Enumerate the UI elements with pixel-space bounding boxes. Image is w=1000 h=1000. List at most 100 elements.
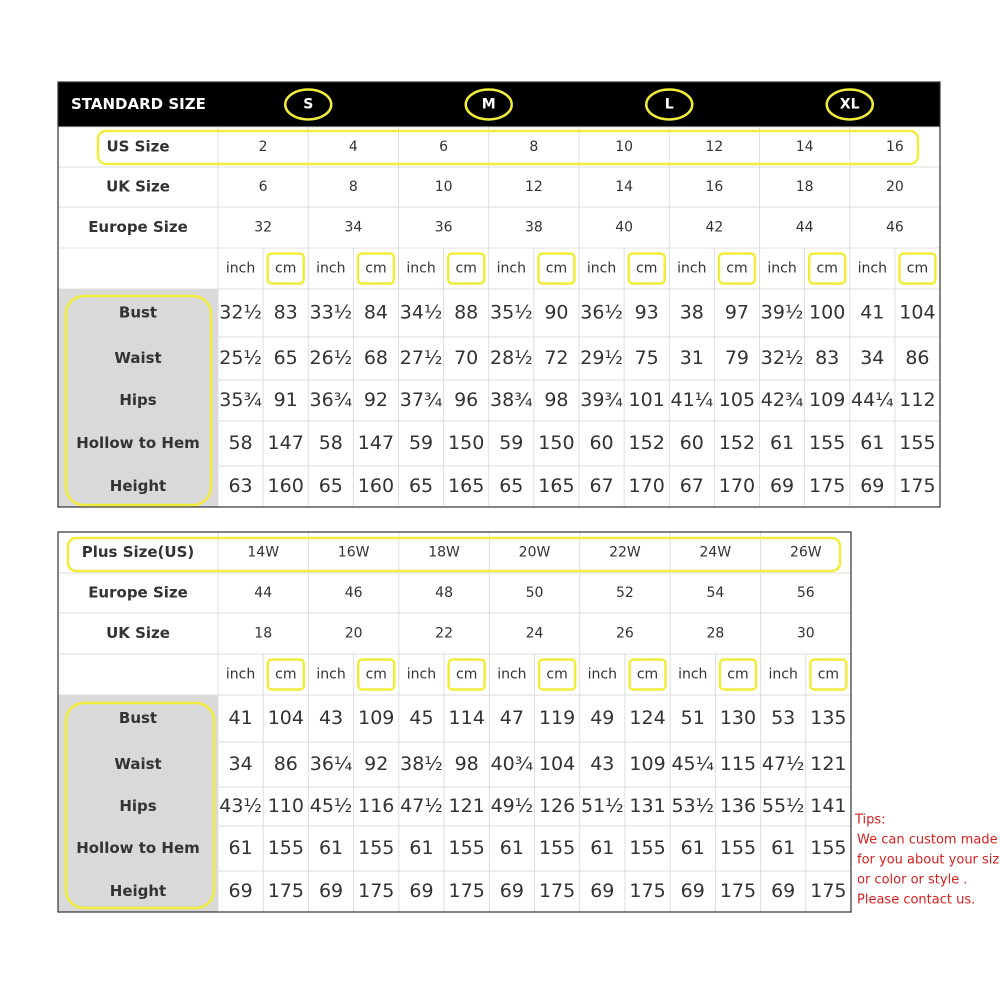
measurement-label: Hollow to Hem xyxy=(76,434,200,452)
cm-highlight xyxy=(898,252,937,285)
size-value: 24W xyxy=(700,545,732,561)
measurement-value: 65 xyxy=(274,347,298,369)
size-value: 26W xyxy=(790,545,822,561)
measurement-value: 175 xyxy=(629,880,665,902)
size-value: 22W xyxy=(609,545,641,561)
header-title: STANDARD SIZE xyxy=(71,95,206,113)
measurement-value: 83 xyxy=(274,302,298,324)
size-value: 32 xyxy=(254,220,272,236)
measurement-label: Waist xyxy=(114,349,161,367)
measurement-value: 69 xyxy=(860,475,884,497)
unit-label: cm xyxy=(726,261,747,277)
size-value: 22 xyxy=(435,626,453,642)
measurement-value: 155 xyxy=(449,837,485,859)
size-value: 14W xyxy=(247,545,279,561)
measurement-value: 155 xyxy=(539,837,575,859)
tips-line: Please contact us. xyxy=(857,893,975,908)
cm-highlight xyxy=(537,252,576,285)
measurement-value: 136 xyxy=(720,795,756,817)
size-value: 24 xyxy=(526,626,544,642)
measurement-value: 115 xyxy=(720,753,756,775)
measurement-value: 92 xyxy=(364,389,388,411)
cm-highlight xyxy=(628,658,667,691)
measurement-value: 41¼ xyxy=(671,389,714,411)
unit-label: inch xyxy=(769,667,798,683)
measurement-value: 109 xyxy=(629,753,665,775)
measurement-value: 41 xyxy=(229,707,253,729)
measurement-label: Height xyxy=(110,882,166,900)
measurement-value: 165 xyxy=(448,475,484,497)
measurement-value: 61 xyxy=(770,432,794,454)
measurement-value: 60 xyxy=(589,432,613,454)
unit-label: inch xyxy=(406,261,435,277)
measurement-value: 70 xyxy=(454,347,478,369)
measurement-value: 45¼ xyxy=(671,753,714,775)
measurement-value: 43 xyxy=(590,753,614,775)
tips-title: Tips: xyxy=(854,813,886,828)
measurement-value: 175 xyxy=(268,880,304,902)
measurement-value: 126 xyxy=(539,795,575,817)
size-value: 8 xyxy=(529,139,538,155)
measurement-value: 69 xyxy=(681,880,705,902)
size-circle xyxy=(464,88,513,121)
size-value: 10 xyxy=(615,139,633,155)
measurement-value: 165 xyxy=(538,475,574,497)
measurement-label: Height xyxy=(110,477,166,495)
unit-label: cm xyxy=(275,667,296,683)
measurement-value: 58 xyxy=(228,432,252,454)
measurement-value: 100 xyxy=(809,302,845,324)
measurement-value: 92 xyxy=(364,753,388,775)
measurement-value: 63 xyxy=(228,475,252,497)
measurement-value: 155 xyxy=(629,837,665,859)
tips-line: or color or style . xyxy=(857,873,967,888)
size-circle xyxy=(645,88,694,121)
cm-highlight xyxy=(446,252,486,285)
measurement-value: 175 xyxy=(449,880,485,902)
measurement-value: 47½ xyxy=(762,753,805,775)
measurement-value: 121 xyxy=(449,795,485,817)
measurement-value: 175 xyxy=(358,880,394,902)
measurement-value: 104 xyxy=(899,302,935,324)
table-border xyxy=(57,531,852,913)
cm-highlight xyxy=(356,252,396,285)
measurement-value: 61 xyxy=(771,837,795,859)
measurement-value: 59 xyxy=(499,432,523,454)
unit-label: cm xyxy=(636,261,657,277)
measurement-value: 51½ xyxy=(581,795,624,817)
measurement-value: 65 xyxy=(319,475,343,497)
size-value: 16 xyxy=(886,139,904,155)
measurement-label: Bust xyxy=(119,709,157,727)
size-value: 30 xyxy=(797,626,815,642)
unit-label: inch xyxy=(226,667,255,683)
unit-label: inch xyxy=(497,667,526,683)
unit-label: inch xyxy=(587,261,616,277)
measurement-value: 69 xyxy=(771,880,795,902)
measurement-value: 65 xyxy=(499,475,523,497)
unit-label: cm xyxy=(907,261,928,277)
measurement-label: Hips xyxy=(119,797,156,815)
measurement-value: 35½ xyxy=(490,302,533,324)
size-value: 38 xyxy=(525,220,543,236)
size-group: M xyxy=(482,97,496,113)
size-value: 8 xyxy=(349,179,358,195)
measurement-value: 114 xyxy=(449,707,485,729)
size-value: 16W xyxy=(338,545,370,561)
row-label: UK Size xyxy=(106,178,170,196)
measurement-value: 155 xyxy=(899,432,935,454)
measurement-value: 51 xyxy=(681,707,705,729)
measurement-value: 53 xyxy=(771,707,795,729)
measurement-value: 40¾ xyxy=(491,753,534,775)
measurement-value: 150 xyxy=(538,432,574,454)
measurement-value: 98 xyxy=(544,389,568,411)
size-value: 44 xyxy=(796,220,814,236)
measurement-value: 39¾ xyxy=(580,389,623,411)
measurement-value: 160 xyxy=(358,475,394,497)
unit-label: inch xyxy=(678,667,707,683)
measurement-value: 150 xyxy=(448,432,484,454)
unit-label: inch xyxy=(588,667,617,683)
measurement-value: 152 xyxy=(629,432,665,454)
unit-label: cm xyxy=(546,261,567,277)
label-background xyxy=(58,695,218,912)
measurement-value: 155 xyxy=(268,837,304,859)
